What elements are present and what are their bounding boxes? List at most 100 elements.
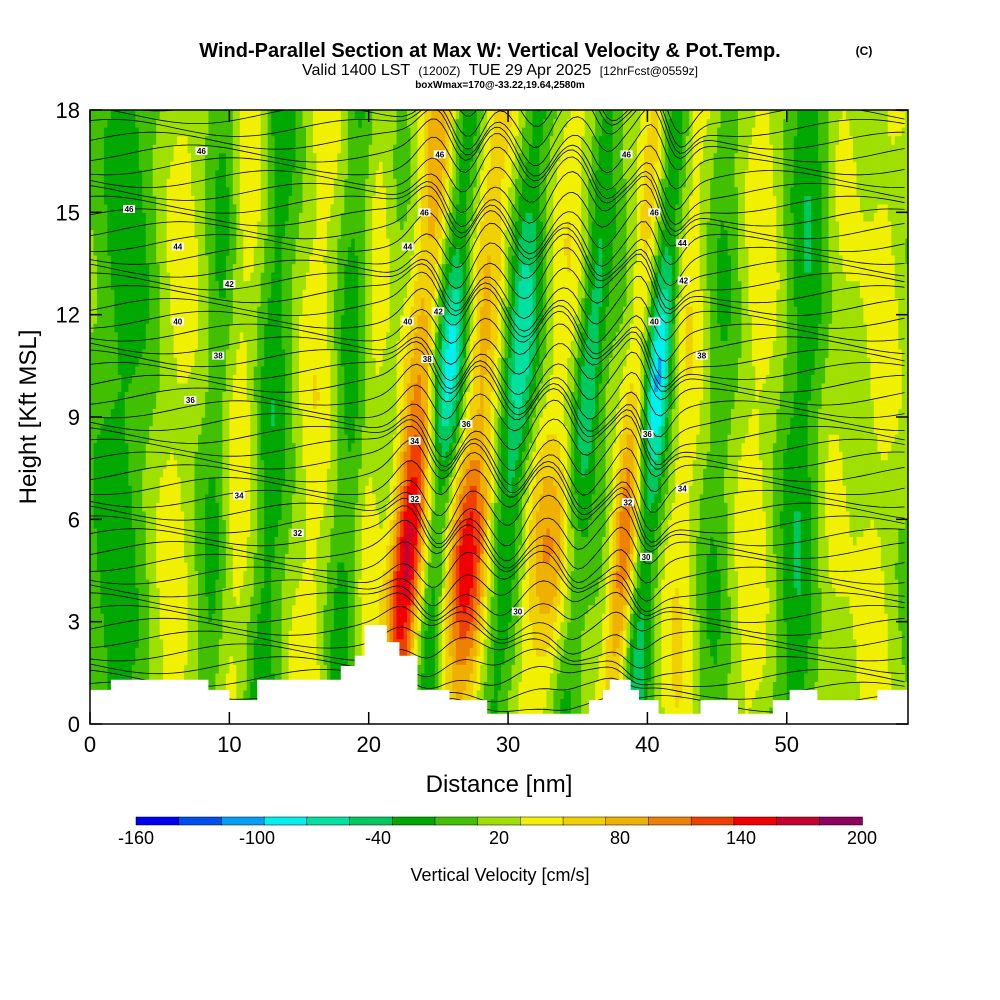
velocity-cell (741, 561, 746, 572)
velocity-cell (755, 570, 760, 580)
velocity-cell (535, 655, 541, 665)
velocity-cell (131, 621, 136, 631)
velocity-cell (96, 579, 102, 589)
velocity-cell (452, 664, 457, 674)
velocity-cell (643, 689, 649, 700)
velocity-cell (689, 681, 694, 691)
velocity-cell (194, 561, 199, 572)
velocity-cell (152, 561, 157, 572)
velocity-cell (612, 655, 617, 665)
velocity-cell (762, 596, 767, 606)
velocity-cell (149, 579, 154, 589)
velocity-cell (898, 630, 903, 640)
velocity-cell (96, 604, 102, 614)
velocity-cell (201, 672, 206, 682)
velocity-cell (706, 570, 711, 580)
velocity-cell (260, 587, 265, 597)
velocity-cell (898, 579, 903, 589)
velocity-cell (417, 544, 422, 555)
velocity-cell (636, 630, 642, 640)
velocity-cell (539, 689, 544, 700)
velocity-cell (535, 698, 541, 708)
velocity-cell (110, 613, 115, 623)
velocity-cell (546, 553, 551, 563)
velocity-cell (170, 561, 175, 572)
velocity-cell (866, 561, 871, 572)
velocity-cell (563, 621, 568, 631)
velocity-cell (222, 536, 227, 546)
velocity-cell (724, 672, 729, 682)
velocity-cell (657, 544, 662, 555)
velocity-cell (204, 579, 210, 589)
velocity-cell (455, 553, 460, 563)
velocity-cell (222, 553, 227, 563)
velocity-cell (417, 553, 422, 563)
velocity-cell (333, 664, 338, 674)
velocity-cell (347, 621, 352, 631)
velocity-cell (629, 647, 635, 657)
velocity-cell (755, 553, 760, 563)
velocity-cell (581, 587, 586, 597)
velocity-cell (731, 587, 736, 597)
velocity-cell (462, 647, 467, 657)
velocity-cell (420, 561, 426, 572)
velocity-cell (117, 613, 122, 623)
velocity-cell (584, 672, 589, 682)
velocity-cell (863, 561, 868, 572)
velocity-cell (734, 689, 739, 700)
velocity-cell (664, 544, 669, 555)
velocity-cell (110, 630, 115, 640)
velocity-cell (131, 630, 136, 640)
velocity-cell (887, 655, 892, 665)
velocity-cell (312, 579, 318, 589)
velocity-cell (191, 553, 196, 563)
velocity-cell (661, 681, 666, 691)
velocity-cell (138, 587, 143, 597)
velocity-cell (821, 544, 826, 555)
velocity-cell (769, 544, 774, 555)
velocity-cell (438, 561, 443, 572)
velocity-cell (905, 681, 908, 691)
velocity-cell (103, 664, 109, 674)
velocity-cell (542, 561, 547, 572)
velocity-cell (278, 570, 283, 580)
velocity-cell (473, 638, 478, 648)
velocity-cell (591, 647, 596, 657)
velocity-cell (532, 698, 537, 708)
velocity-cell (793, 570, 798, 580)
velocity-cell (706, 587, 711, 597)
velocity-cell (236, 536, 241, 546)
velocity-cell (804, 681, 809, 691)
velocity-cell (131, 638, 136, 648)
velocity-cell (114, 604, 119, 614)
velocity-cell (609, 613, 614, 623)
velocity-cell (121, 544, 126, 555)
velocity-cell (623, 638, 628, 648)
velocity-cell (351, 604, 356, 614)
velocity-cell (173, 596, 178, 606)
velocity-cell (177, 638, 182, 648)
velocity-cell (225, 587, 230, 597)
velocity-cell (239, 587, 244, 597)
velocity-cell (818, 647, 823, 657)
velocity-cell (232, 664, 237, 674)
velocity-cell (124, 647, 129, 657)
velocity-cell (191, 630, 196, 640)
velocity-cell (170, 621, 175, 631)
velocity-cell (90, 570, 95, 580)
velocity-cell (602, 579, 607, 589)
velocity-cell (591, 681, 596, 691)
velocity-cell (163, 647, 168, 657)
velocity-cell (434, 647, 439, 657)
velocity-cell (149, 638, 154, 648)
velocity-cell (567, 689, 572, 700)
velocity-cell (396, 596, 401, 606)
velocity-cell (295, 604, 300, 614)
velocity-cell (849, 613, 854, 623)
velocity-cell (856, 561, 861, 572)
velocity-cell (351, 647, 356, 657)
velocity-cell (201, 647, 206, 657)
velocity-cell (365, 579, 370, 589)
velocity-cell (177, 672, 182, 682)
velocity-cell (215, 570, 220, 580)
